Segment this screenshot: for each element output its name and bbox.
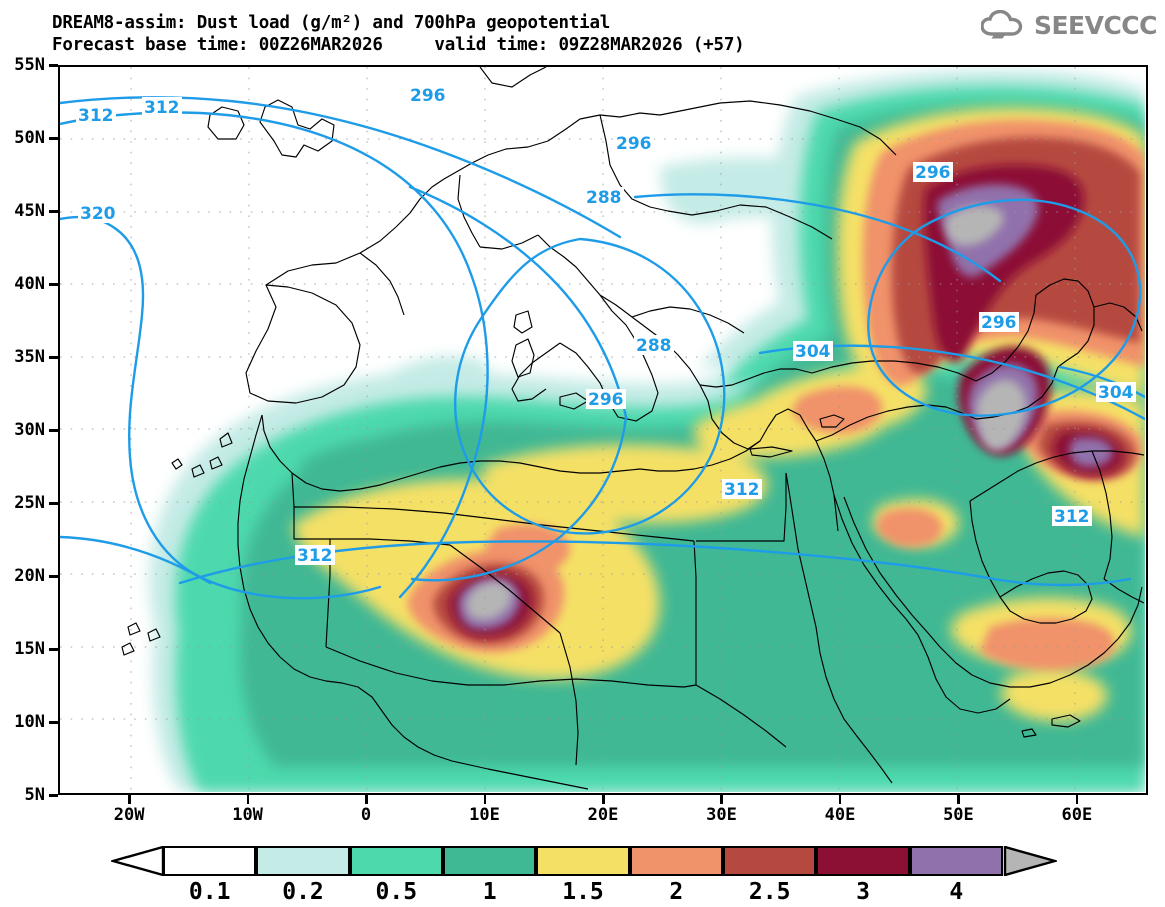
y-tick-mark xyxy=(49,648,58,651)
colorbar-segment xyxy=(536,846,630,876)
x-tick-mark xyxy=(483,795,487,804)
x-tick-mark xyxy=(246,795,250,804)
y-tick-label: 5N xyxy=(24,785,45,805)
svg-text:296: 296 xyxy=(588,390,624,410)
y-tick-mark xyxy=(49,356,58,359)
svg-text:304: 304 xyxy=(795,342,831,362)
colorbar-tick-label: 0.2 xyxy=(282,879,324,905)
x-tick-label: 60E xyxy=(1061,805,1093,825)
colorbar-tick-label: 0.5 xyxy=(375,879,418,905)
y-tick-mark xyxy=(49,64,58,67)
colorbar-segment xyxy=(909,846,1003,876)
svg-text:312: 312 xyxy=(297,546,333,566)
x-tick-label: 20E xyxy=(587,805,619,825)
svg-text:296: 296 xyxy=(616,134,652,154)
y-tick-mark xyxy=(49,502,58,505)
svg-text:312: 312 xyxy=(78,106,114,126)
x-tick-mark xyxy=(1075,795,1079,804)
y-tick-label: 55N xyxy=(14,55,45,75)
x-tick-label: 40E xyxy=(824,805,856,825)
logo-text: SEEVCCC xyxy=(1033,10,1158,40)
y-tick-label: 15N xyxy=(14,639,45,659)
chart-title-block: DREAM8-assim: Dust load (g/m²) and 700hP… xyxy=(52,12,745,56)
svg-text:312: 312 xyxy=(724,480,760,500)
title-line-1: DREAM8-assim: Dust load (g/m²) and 700hP… xyxy=(52,13,611,33)
x-tick-mark xyxy=(957,795,960,804)
svg-text:296: 296 xyxy=(410,86,446,106)
x-tick-label: 30E xyxy=(706,805,737,825)
svg-text:320: 320 xyxy=(80,204,116,224)
x-tick-label: 10W xyxy=(232,805,263,825)
colorbar-tick-label: 1 xyxy=(482,879,497,905)
title-line-2: Forecast base time: 00Z26MAR2026 valid t… xyxy=(52,35,745,55)
colorbar-min-arrow xyxy=(111,846,165,876)
plot-frame: 312 312 320 296 296 288 288 296 296 296 … xyxy=(58,65,1148,795)
colorbar-segment xyxy=(256,846,350,876)
y-tick-label: 25N xyxy=(14,493,45,513)
dust-load-map: 312 312 320 296 296 288 288 296 296 296 … xyxy=(60,67,1145,792)
colorbar-tick-label: 0.1 xyxy=(188,879,231,905)
colorbar-tick-label: 1.5 xyxy=(562,879,604,905)
colorbar-max-arrow xyxy=(1003,846,1057,876)
y-tick-mark xyxy=(49,794,58,797)
colorbar-segment xyxy=(163,846,257,876)
y-tick-label: 30N xyxy=(14,420,45,440)
x-tick-mark xyxy=(128,795,131,804)
colorbar-tick-label: 2 xyxy=(669,879,684,905)
x-tick-label: 20W xyxy=(113,805,145,825)
svg-text:288: 288 xyxy=(636,336,672,356)
y-tick-mark xyxy=(49,137,58,140)
svg-text:296: 296 xyxy=(981,313,1017,333)
colorbar-segment xyxy=(629,846,723,876)
x-tick-label: 10E xyxy=(469,805,500,825)
y-tick-label: 20N xyxy=(14,566,45,586)
colorbar-segment xyxy=(443,846,537,876)
y-tick-mark xyxy=(49,721,58,724)
y-tick-label: 50N xyxy=(14,128,45,148)
x-tick-mark xyxy=(602,795,605,804)
colorbar-tick-label: 4 xyxy=(949,879,964,905)
colorbar-segment xyxy=(349,846,443,876)
y-tick-label: 45N xyxy=(14,201,45,221)
svg-text:296: 296 xyxy=(915,163,951,183)
y-tick-label: 40N xyxy=(14,274,45,294)
cloud-icon xyxy=(980,10,1023,39)
colorbar: 0.1 0.2 0.5 1 1.5 2 2.5 3 4 xyxy=(111,846,1057,905)
colorbar-segment xyxy=(723,846,817,876)
contour-labels: 312 312 320 296 296 288 288 296 296 296 … xyxy=(76,85,1136,566)
svg-text:288: 288 xyxy=(586,188,622,208)
x-tick-label: 50E xyxy=(943,805,974,825)
x-tick-mark xyxy=(365,795,368,804)
y-tick-mark xyxy=(49,210,58,213)
seevccc-logo: SEEVCCC xyxy=(980,10,1158,40)
x-tick-label: 0 xyxy=(360,805,372,825)
colorbar-tick-label: 3 xyxy=(856,879,870,905)
y-tick-mark xyxy=(49,283,58,286)
svg-text:304: 304 xyxy=(1098,383,1134,403)
coastlines-and-borders xyxy=(121,67,1145,790)
svg-text:312: 312 xyxy=(144,98,180,118)
colorbar-tick-label: 2.5 xyxy=(748,879,791,905)
y-tick-mark xyxy=(49,575,58,578)
y-tick-label: 10N xyxy=(14,712,45,732)
x-tick-mark xyxy=(838,795,842,804)
map-plot-area: 312 312 320 296 296 288 288 296 296 296 … xyxy=(58,65,1148,795)
svg-text:312: 312 xyxy=(1054,507,1090,527)
y-tick-mark xyxy=(49,429,58,432)
x-tick-mark xyxy=(720,795,723,804)
y-tick-label: 35N xyxy=(14,347,45,367)
colorbar-segment xyxy=(816,846,910,876)
